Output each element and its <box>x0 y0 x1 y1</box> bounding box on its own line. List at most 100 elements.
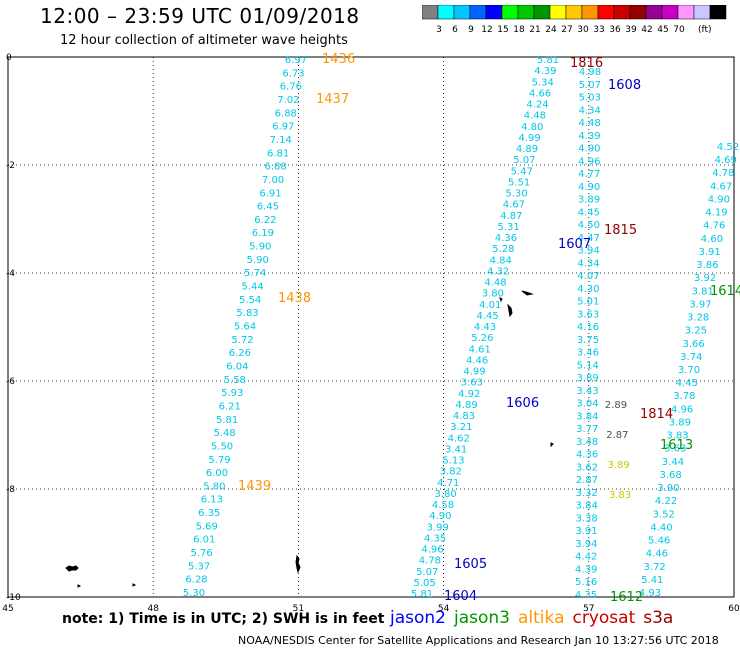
wave-height-value: 4.36 <box>495 233 517 244</box>
wave-height-value: 3.83 <box>609 490 631 501</box>
coastline-fragment <box>499 297 503 303</box>
wave-height-value: 4.61 <box>469 344 491 355</box>
wave-height-value: 3.99 <box>427 522 449 533</box>
wave-height-value: 5.07 <box>416 567 438 578</box>
wave-height-value: 3.63 <box>664 444 686 455</box>
wave-height-value: 5.64 <box>234 322 256 333</box>
wave-height-value: 5.51 <box>508 177 530 188</box>
x-tick-label: 60 <box>728 604 740 614</box>
wave-height-value: 4.46 <box>466 355 488 366</box>
wave-height-value: 7.02 <box>277 95 299 106</box>
x-tick-label: 51 <box>293 604 304 614</box>
colorbar-tick-label: 12 <box>481 25 492 35</box>
wave-height-value: 4.22 <box>655 496 677 507</box>
wave-height-value: 6.88 <box>275 108 297 119</box>
pass-label: 1436 <box>322 52 355 67</box>
y-tick-label: -10 <box>6 593 21 603</box>
wave-height-value: 4.46 <box>646 549 668 560</box>
wave-height-value: 4.52 <box>717 142 739 153</box>
wave-height-value: 3.75 <box>577 335 599 346</box>
coastline-fragment <box>507 303 513 318</box>
wave-height-value: 3.94 <box>578 246 600 257</box>
legend-entry: jason2 <box>390 608 446 628</box>
wave-height-value: 4.32 <box>487 266 509 277</box>
wave-height-value: 4.35 <box>424 533 446 544</box>
wave-height-value: 3.68 <box>660 470 682 481</box>
wave-height-value: 6.91 <box>259 188 281 199</box>
wave-height-value: 4.48 <box>524 111 546 122</box>
wave-height-value: 7.00 <box>262 175 284 186</box>
footer-note: note: 1) Time is in UTC; 2) SWH is in fe… <box>62 611 385 627</box>
wave-height-value: 6.00 <box>206 468 228 479</box>
wave-height-value: 5.58 <box>224 375 246 386</box>
wave-height-value: 6.88 <box>264 162 286 173</box>
wave-height-value: 3.89 <box>608 460 630 471</box>
pass-label: 1607 <box>558 237 591 252</box>
coastline-fragment <box>65 565 79 572</box>
wave-height-value: 4.67 <box>503 200 525 211</box>
pass-label: 1814 <box>640 407 673 422</box>
legend-entry: jason3 <box>454 608 510 628</box>
wave-height-value: 3.63 <box>577 309 599 320</box>
wave-height-value: 6.01 <box>193 535 215 546</box>
wave-height-value: 4.45 <box>476 311 498 322</box>
wave-height-value: 7.14 <box>270 135 292 146</box>
wave-height-value: 5.48 <box>213 428 235 439</box>
coastline-fragment <box>295 554 301 574</box>
wave-height-value: 5.76 <box>191 548 213 559</box>
wave-height-value: 5.28 <box>492 244 514 255</box>
color-scale-bar: 3 6 9 12 15 18 21 24 27 30 33 36 39 42 45 70 (ft) <box>422 5 727 35</box>
wave-height-value: 6.45 <box>257 202 279 213</box>
x-tick-label: 57 <box>583 604 594 614</box>
wave-height-value: 5.69 <box>196 521 218 532</box>
colorbar-tick-label: 21 <box>529 25 540 35</box>
y-tick-label: -6 <box>6 377 15 387</box>
wave-height-value: 4.35 <box>575 590 597 601</box>
wave-height-value: 4.92 <box>458 389 480 400</box>
wave-height-value: 5.74 <box>244 268 266 279</box>
wave-height-value: 5.41 <box>641 575 663 586</box>
wave-height-value: 5.16 <box>575 577 597 588</box>
wave-height-value: 4.90 <box>578 182 600 193</box>
wave-height-value: 4.24 <box>526 100 548 111</box>
wave-height-value: 5.81 <box>216 415 238 426</box>
wave-height-value: 4.69 <box>715 155 737 166</box>
wave-height-value: 4.45 <box>578 207 600 218</box>
wave-height-value: 3.86 <box>696 260 718 271</box>
wave-height-value: 5.30 <box>505 189 527 200</box>
colorbar-tick-label: 70 <box>673 25 685 35</box>
wave-height-value: 3.70 <box>678 365 700 376</box>
wave-height-value: 3.32 <box>576 488 598 499</box>
wave-height-value: 4.90 <box>429 511 451 522</box>
colorbar-tick-label: 36 <box>609 25 621 35</box>
wave-height-value: 3.80 <box>434 489 456 500</box>
wave-height-value: 5.34 <box>532 77 554 88</box>
wave-height-value: 6.04 <box>226 361 248 372</box>
wave-height-value: 3.77 <box>576 424 598 435</box>
wave-height-value: 4.47 <box>578 233 600 244</box>
wave-height-value: 4.62 <box>448 433 470 444</box>
coastline-fragment <box>77 584 82 588</box>
wave-height-value: 4.76 <box>703 221 725 232</box>
wave-height-value: 5.26 <box>471 333 493 344</box>
wave-height-value: 3.44 <box>662 457 684 468</box>
pass-label: 1816 <box>570 56 603 71</box>
pass-label: 1438 <box>278 291 311 306</box>
wave-height-value: 4.50 <box>578 220 600 231</box>
wave-height-value: 3.80 <box>482 289 504 300</box>
wave-height-value: 5.72 <box>231 335 253 346</box>
wave-height-value: 4.34 <box>579 105 601 116</box>
colorbar-tick-label: 33 <box>593 25 604 35</box>
wave-height-value: 3.92 <box>694 273 716 284</box>
colorbar-tick-label: 6 <box>452 25 458 35</box>
x-tick-label: 48 <box>147 604 159 614</box>
colorbar-tick-label: 39 <box>625 25 637 35</box>
wave-height-value: 4.93 <box>639 588 661 599</box>
x-tick-label: 45 <box>2 604 13 614</box>
credit-line: NOAA/NESDIS Center for Satellite Applica… <box>238 634 719 647</box>
wave-height-value: 4.58 <box>432 500 454 511</box>
wave-height-value: 4.78 <box>712 168 734 179</box>
pass-label: 1605 <box>454 557 487 572</box>
wave-height-value: 3.84 <box>576 411 598 422</box>
wave-height-value: 6.35 <box>198 508 220 519</box>
